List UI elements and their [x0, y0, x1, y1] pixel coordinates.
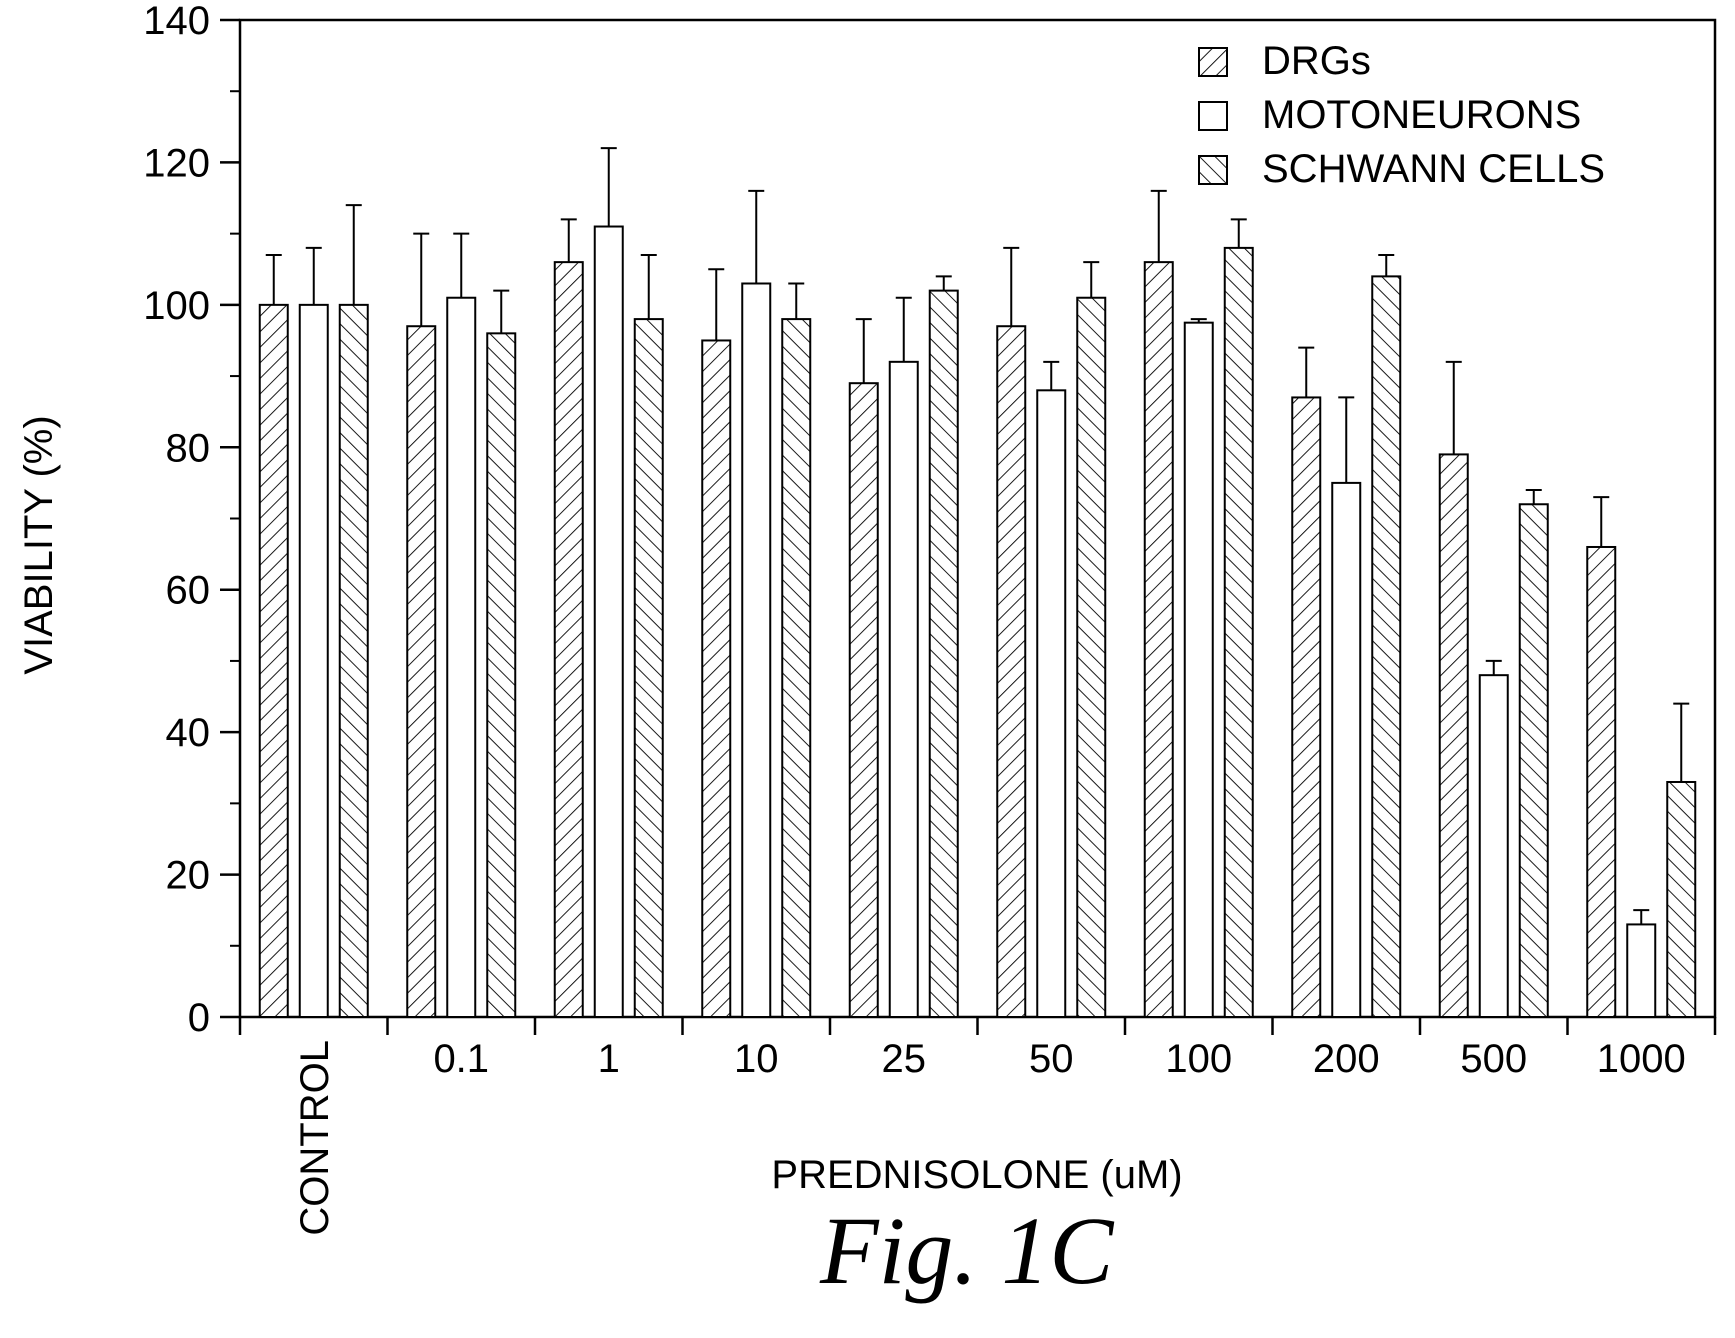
y-axis: 0 20 40 60 80 100 120 140 — [143, 0, 240, 1040]
bar — [1586, 545, 1617, 1018]
legend-swatch — [1198, 155, 1228, 185]
bar — [1183, 321, 1214, 1018]
y-tick-label: 100 — [143, 284, 210, 328]
x-tick-label: 200 — [1313, 1037, 1380, 1081]
bar — [1438, 453, 1469, 1018]
x-axis-label: PREDNISOLONE (uM) — [771, 1153, 1182, 1197]
bar — [338, 303, 369, 1019]
y-tick-label: 20 — [166, 854, 211, 898]
y-tick-label: 120 — [143, 141, 210, 185]
x-tick-label: 1 — [598, 1037, 620, 1081]
x-tick-label: 100 — [1165, 1037, 1232, 1081]
bar — [1143, 261, 1174, 1018]
legend-swatch — [1198, 47, 1228, 77]
legend-swatch — [1198, 101, 1228, 131]
bar — [553, 261, 584, 1018]
bar — [1036, 389, 1067, 1019]
bar — [1076, 296, 1107, 1018]
figure-label: Fig. 1C — [820, 1197, 1114, 1304]
bar — [701, 339, 732, 1018]
y-tick-label: 60 — [166, 569, 211, 613]
x-tick-label: 0.1 — [433, 1037, 489, 1081]
bar — [1478, 674, 1509, 1019]
bar — [1291, 396, 1322, 1018]
legend-label: SCHWANN CELLS — [1262, 147, 1605, 191]
bar — [1331, 481, 1362, 1018]
y-tick-label: 80 — [166, 426, 211, 470]
bar — [1223, 246, 1254, 1018]
x-tick-label: 1000 — [1597, 1037, 1686, 1081]
y-axis-label: VIABILITY (%) — [17, 415, 61, 674]
x-tick-label: 25 — [882, 1037, 927, 1081]
y-tick-label: 0 — [188, 996, 210, 1040]
bar — [593, 225, 624, 1018]
x-axis: CONTROL 0.1 1 10 25 50 100 200 500 1000 — [238, 1017, 1717, 1236]
bar — [486, 332, 517, 1019]
bar — [781, 318, 812, 1019]
x-tick-label: 10 — [734, 1037, 779, 1081]
bar — [633, 318, 664, 1019]
bar — [888, 360, 919, 1019]
bar — [996, 325, 1027, 1018]
bar — [1371, 275, 1402, 1019]
y-tick-label: 140 — [143, 0, 210, 43]
x-tick-label: 50 — [1029, 1037, 1074, 1081]
legend-label: MOTONEURONS — [1262, 93, 1581, 137]
bar — [1626, 923, 1657, 1019]
bar — [928, 289, 959, 1019]
bar — [741, 282, 772, 1018]
bar — [1518, 503, 1549, 1018]
bar — [298, 303, 329, 1019]
bar — [406, 325, 437, 1018]
bar — [848, 382, 879, 1018]
bar — [258, 303, 289, 1019]
x-tick-label: 500 — [1460, 1037, 1527, 1081]
bar — [446, 296, 477, 1018]
legend: DRGs MOTONEURONS SCHWANN CELLS — [1198, 39, 1605, 191]
x-tick-label: CONTROL — [293, 1040, 337, 1236]
y-tick-label: 40 — [166, 711, 211, 755]
legend-label: DRGs — [1262, 39, 1371, 83]
bar — [1666, 780, 1697, 1018]
bars — [258, 147, 1697, 1019]
